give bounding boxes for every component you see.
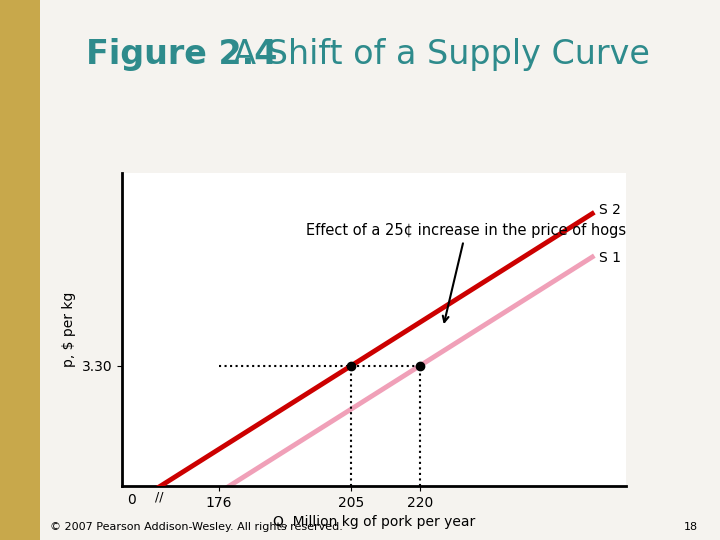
Text: Effect of a 25¢ increase in the price of hogs: Effect of a 25¢ increase in the price of… [306,223,626,322]
Text: S 2: S 2 [599,203,621,217]
Text: © 2007 Pearson Addison-Wesley. All rights reserved.: © 2007 Pearson Addison-Wesley. All right… [50,522,343,532]
Text: 18: 18 [684,522,698,532]
Text: //: // [155,491,163,504]
Text: S 1: S 1 [599,251,621,265]
Text: A Shift of a Supply Curve: A Shift of a Supply Curve [212,38,650,71]
Text: 0: 0 [127,493,136,507]
X-axis label: Q, Million kg of pork per year: Q, Million kg of pork per year [274,515,475,529]
Text: Figure 2.4: Figure 2.4 [86,38,278,71]
Y-axis label: p, $ per kg: p, $ per kg [63,292,76,367]
